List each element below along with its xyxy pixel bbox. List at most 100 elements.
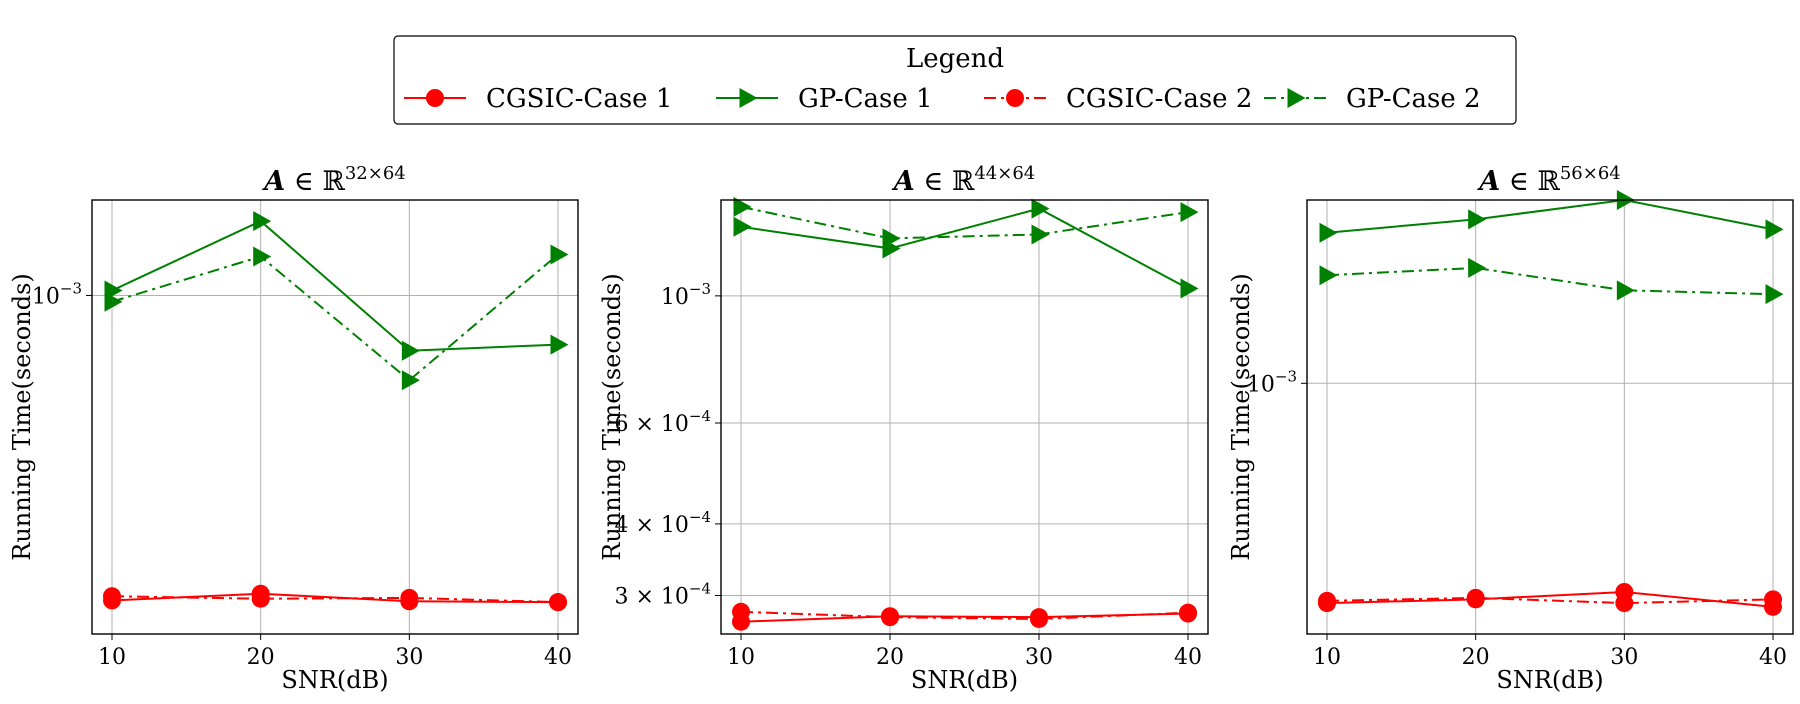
- chart-panel-2: 10 20 30 40 10−3 6 × 10−4 4 × 10−4 3 × 10−4 A ∈ …: [598, 163, 1209, 694]
- x-tick-label: 20: [876, 645, 904, 670]
- legend-entry: CGSIC-Case 2: [984, 84, 1252, 114]
- legend-label: CGSIC-Case 2: [1066, 84, 1252, 114]
- x-tick-label: 30: [1025, 645, 1053, 670]
- series-line: [1326, 590, 1774, 608]
- series-line: [740, 610, 1189, 620]
- data-point: [881, 608, 899, 627]
- series-gp-case-1: [104, 211, 569, 361]
- data-point: [550, 334, 569, 355]
- x-tick-label: 20: [247, 645, 275, 670]
- data-point: [1466, 588, 1485, 607]
- chart-panel-3: 10 20 30 40 10−3 A ∈ ℝ56×64 SNR(dB) Running Tim…: [1227, 163, 1794, 694]
- data-point: [401, 370, 420, 391]
- plot-frame: [1306, 199, 1794, 635]
- chart-title: A ∈ ℝ32×64: [261, 163, 405, 197]
- series-cgsic-case-2: [103, 587, 567, 612]
- legend-marker: [1006, 89, 1024, 107]
- data-point: [1030, 609, 1048, 628]
- data-point: [1616, 280, 1635, 301]
- data-point: [1468, 209, 1487, 230]
- series-gp-case-2: [733, 196, 1199, 249]
- series-gp-case-2: [104, 244, 569, 391]
- data-point: [401, 340, 420, 361]
- data-point: [1764, 590, 1782, 609]
- legend-frame: [393, 35, 1517, 125]
- chart-panel-1: 10 20 30 40 10−3 A ∈ ℝ32×64 SNR(dB) Running Tim…: [8, 163, 579, 694]
- legend-marker: [739, 88, 758, 108]
- series-gp-case-2: [1319, 257, 1784, 305]
- data-point: [253, 246, 272, 267]
- data-point: [1179, 603, 1197, 622]
- legend-title: Legend: [906, 44, 1004, 74]
- data-point: [1765, 219, 1784, 240]
- data-point: [549, 593, 567, 612]
- y-tick-label: 10−3: [32, 279, 82, 309]
- series-cgsic-case-2: [1318, 588, 1782, 613]
- legend-marker: [1287, 88, 1306, 108]
- series-gp-case-1: [1319, 190, 1784, 243]
- x-tick-label: 30: [395, 645, 423, 670]
- legend-entry: GP-Case 1: [716, 84, 933, 114]
- y-axis-label: Running Time(seconds): [1227, 273, 1255, 560]
- legend-label: CGSIC-Case 1: [486, 84, 672, 114]
- series-gp-case-1: [733, 198, 1199, 299]
- data-point: [1318, 591, 1336, 610]
- x-axis-label: SNR(dB): [281, 666, 388, 694]
- series-line: [740, 205, 1189, 240]
- x-tick-label: 40: [1174, 645, 1202, 670]
- data-point: [733, 216, 752, 237]
- legend: Legend CGSIC-Case 1 GP-Case 1 CGSIC-Case 2…: [393, 35, 1517, 125]
- series-line: [740, 207, 1189, 290]
- data-point: [253, 211, 272, 232]
- series-cgsic-case-2: [732, 602, 1197, 628]
- series-line: [1326, 266, 1774, 296]
- series-line: [1326, 198, 1774, 234]
- data-point: [251, 589, 270, 608]
- data-point: [882, 228, 901, 249]
- y-tick-label: 10−3: [661, 280, 711, 310]
- data-point: [1615, 594, 1634, 613]
- x-tick-label: 10: [727, 645, 755, 670]
- series-line: [111, 253, 559, 382]
- data-point: [1180, 202, 1199, 223]
- data-point: [1031, 198, 1050, 219]
- x-axis-label: SNR(dB): [911, 666, 1018, 694]
- data-point: [103, 587, 121, 606]
- chart-title: A ∈ ℝ56×64: [1476, 163, 1620, 197]
- x-tick-label: 10: [1313, 645, 1341, 670]
- legend-entry: GP-Case 2: [1264, 84, 1481, 114]
- series-cgsic-case-1: [732, 604, 1197, 631]
- x-tick-label: 30: [1610, 645, 1638, 670]
- legend-label: GP-Case 1: [798, 84, 933, 114]
- x-tick-label: 20: [1462, 645, 1490, 670]
- plot-frame: [91, 199, 579, 635]
- data-point: [550, 244, 569, 265]
- x-tick-label: 40: [1759, 645, 1787, 670]
- plot-frame: [720, 199, 1209, 635]
- y-axis-label: Running Time(seconds): [8, 273, 36, 560]
- y-tick-label: 3 × 10−4: [614, 579, 711, 609]
- chart-title: A ∈ ℝ44×64: [891, 163, 1035, 197]
- series-line: [111, 219, 559, 352]
- y-tick-label: 4 × 10−4: [614, 508, 711, 538]
- data-point: [104, 291, 123, 312]
- series-line: [740, 612, 1189, 623]
- data-point: [1319, 222, 1338, 243]
- x-axis-label: SNR(dB): [1496, 666, 1603, 694]
- y-axis-label: Running Time(seconds): [598, 273, 626, 560]
- data-point: [400, 588, 419, 607]
- x-tick-label: 10: [98, 645, 126, 670]
- x-tick-label: 40: [544, 645, 572, 670]
- data-point: [1031, 224, 1050, 245]
- series-line: [111, 592, 559, 604]
- data-point: [1180, 278, 1199, 299]
- data-point: [1468, 257, 1487, 278]
- data-point: [733, 196, 752, 217]
- data-point: [732, 602, 750, 621]
- y-tick-label: 10−3: [1247, 367, 1297, 397]
- data-point: [1765, 284, 1784, 305]
- legend-marker: [426, 89, 444, 107]
- y-tick-label: 6 × 10−4: [614, 407, 711, 437]
